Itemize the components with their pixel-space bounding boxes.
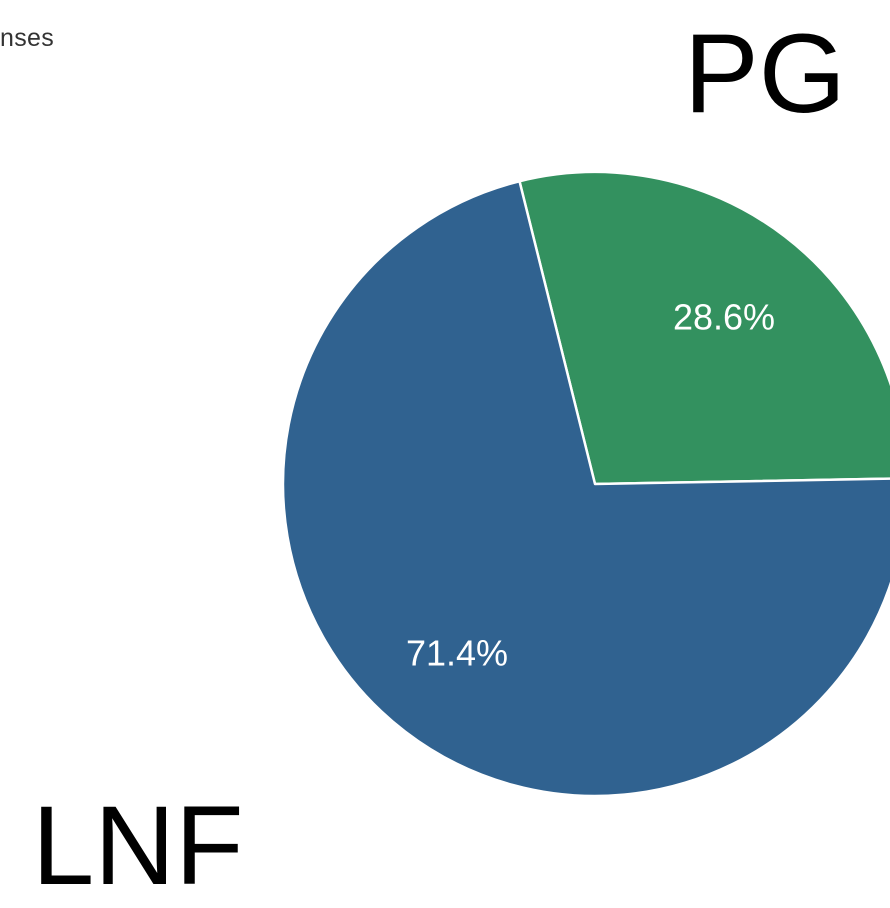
chart-caption-fragment: nses — [0, 24, 55, 52]
annotation-pg: PG — [684, 11, 846, 136]
annotation-lnf: LNF — [32, 783, 244, 908]
pie-slice-0 — [518, 170, 890, 486]
pie-slice-label-0: 28.6% — [673, 297, 775, 338]
pie-slice-label-1: 71.4% — [406, 633, 508, 674]
pie-slice-1 — [281, 180, 890, 798]
